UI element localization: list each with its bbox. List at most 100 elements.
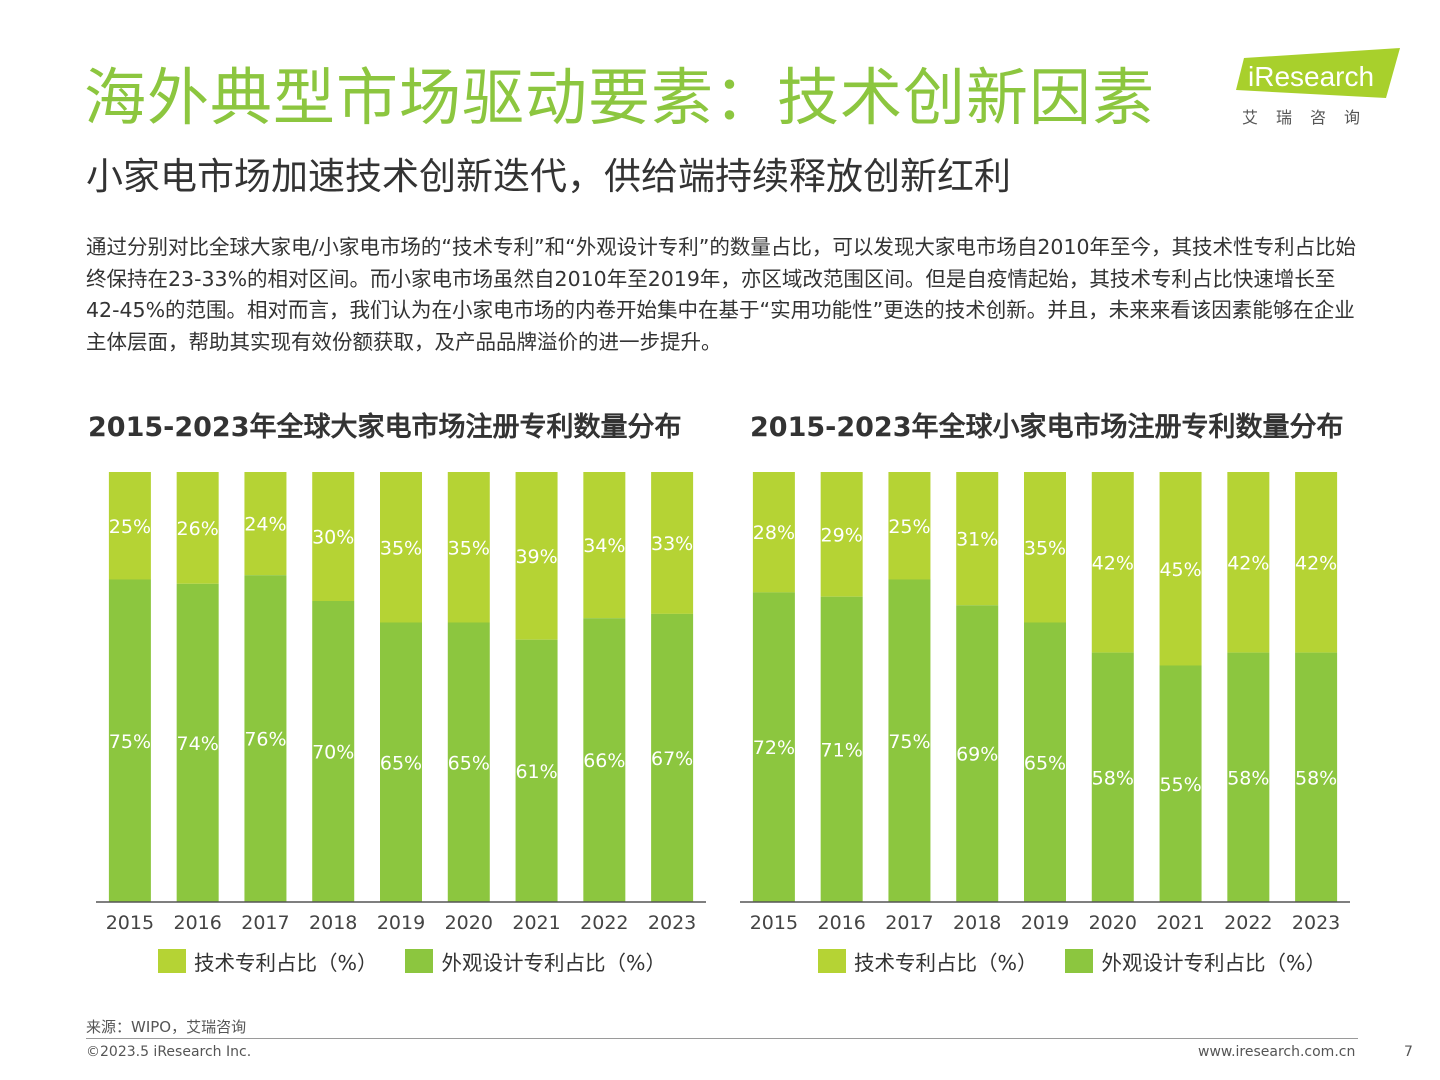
x-tick-label-2015: 2015 — [750, 912, 798, 934]
data-label-design-2023: 67% — [651, 748, 693, 770]
intro-paragraph: 通过分别对比全球大家电/小家电市场的“技术专利”和“外观设计专利”的数量占比，可… — [86, 235, 1357, 354]
chart-title-small-appliance: 2015-2023年全球小家电市场注册专利数量分布 — [750, 412, 1344, 443]
data-label-tech-2020: 35% — [448, 537, 490, 559]
data-label-tech-2017: 25% — [888, 516, 930, 538]
data-label-design-2018: 69% — [956, 744, 998, 766]
bar-tech-2023 — [651, 472, 694, 614]
x-tick-label-2018: 2018 — [309, 912, 357, 934]
footer-divider — [86, 1038, 1358, 1039]
bar-tech-2017 — [244, 472, 287, 576]
data-label-tech-2018: 31% — [956, 529, 998, 551]
bar-tech-2016 — [176, 472, 219, 584]
data-label-tech-2016: 26% — [177, 518, 219, 540]
data-label-design-2020: 58% — [1092, 767, 1134, 789]
bar-design-2020 — [1091, 652, 1134, 902]
bar-design-2019 — [1024, 622, 1066, 902]
data-label-tech-2021: 45% — [1159, 559, 1201, 581]
x-tick-label-2020: 2020 — [1089, 912, 1137, 934]
logo-subtitle: 艾瑞咨询 — [1242, 108, 1379, 127]
bar-tech-2020 — [447, 472, 490, 623]
bar-design-2021 — [515, 639, 558, 902]
data-label-tech-2019: 35% — [380, 537, 422, 559]
legend-label-design: 外观设计专利占比（%） — [441, 951, 666, 975]
x-tick-label-2021: 2021 — [512, 912, 560, 934]
legend-item-tech: 技术专利占比（%） — [818, 946, 1037, 976]
legend-small-appliance: 技术专利占比（%） 外观设计专利占比（%） — [818, 946, 1354, 976]
chart-large-appliance: 25% 75% 2015 26% 74% 2016 24% 76% 2017 30% 70% 2018… — [96, 460, 706, 944]
data-label-design-2019: 65% — [380, 752, 422, 774]
legend-label-tech: 技术专利占比（%） — [194, 951, 378, 975]
data-label-tech-2018: 30% — [312, 527, 354, 549]
x-tick-label-2022: 2022 — [1224, 912, 1272, 934]
x-tick-label-2018: 2018 — [953, 912, 1001, 934]
bar-tech-2021 — [1159, 472, 1202, 666]
data-label-design-2015: 72% — [753, 737, 795, 759]
bar-tech-2019 — [1024, 472, 1066, 623]
data-label-design-2021: 61% — [515, 761, 557, 783]
x-tick-label-2020: 2020 — [445, 912, 493, 934]
page-subtitle: 小家电市场加速技术创新迭代，供给端持续释放创新红利 — [86, 155, 1011, 198]
iresearch-logo: iResearch 艾瑞咨询 — [1236, 46, 1406, 128]
legend-item-tech: 技术专利占比（%） — [158, 946, 377, 976]
copyright: ©2023.5 iResearch Inc. — [86, 1044, 252, 1060]
bar-design-2016 — [820, 596, 863, 902]
bar-design-2019 — [380, 622, 422, 902]
bar-tech-2020 — [1091, 472, 1134, 653]
data-label-tech-2020: 42% — [1092, 552, 1134, 574]
bar-tech-2023 — [1295, 472, 1338, 653]
bar-design-2016 — [176, 583, 219, 902]
x-tick-label-2017: 2017 — [885, 912, 933, 934]
legend-label-tech: 技术专利占比（%） — [854, 951, 1038, 975]
data-label-design-2022: 58% — [1227, 767, 1269, 789]
x-tick-label-2023: 2023 — [648, 912, 696, 934]
data-label-tech-2022: 34% — [583, 535, 625, 557]
chart-title-large-appliance: 2015-2023年全球大家电市场注册专利数量分布 — [88, 412, 682, 443]
bar-tech-2016 — [820, 472, 863, 597]
x-tick-label-2023: 2023 — [1292, 912, 1340, 934]
bar-design-2015 — [752, 592, 795, 902]
legend-swatch-design — [1065, 949, 1094, 973]
data-label-design-2017: 75% — [888, 731, 930, 753]
x-tick-label-2019: 2019 — [377, 912, 425, 934]
page-title: 海外典型市场驱动要素：技术创新因素 — [84, 61, 1156, 134]
data-label-design-2015: 75% — [109, 731, 151, 753]
logo-text: iResearch — [1248, 61, 1374, 92]
data-label-tech-2015: 25% — [109, 516, 151, 538]
bar-design-2021 — [1159, 665, 1202, 902]
bar-design-2023 — [651, 613, 694, 902]
bar-tech-2021 — [515, 472, 558, 640]
bar-tech-2022 — [1227, 472, 1270, 653]
website-link[interactable]: www.iresearch.com.cn — [1198, 1044, 1356, 1060]
x-tick-label-2022: 2022 — [580, 912, 628, 934]
data-label-design-2023: 58% — [1295, 767, 1337, 789]
data-label-design-2022: 66% — [583, 750, 625, 772]
x-tick-label-2017: 2017 — [241, 912, 289, 934]
bar-design-2018 — [956, 605, 999, 902]
bar-design-2023 — [1295, 652, 1338, 902]
legend-large-appliance: 技术专利占比（%） 外观设计专利占比（%） — [158, 946, 694, 976]
x-tick-label-2015: 2015 — [106, 912, 154, 934]
data-label-design-2019: 65% — [1024, 752, 1066, 774]
data-label-tech-2022: 42% — [1227, 552, 1269, 574]
legend-swatch-tech — [818, 949, 846, 973]
data-label-tech-2021: 39% — [515, 546, 557, 568]
legend-label-design: 外观设计专利占比（%） — [1101, 951, 1326, 975]
x-tick-label-2016: 2016 — [817, 912, 865, 934]
x-tick-label-2016: 2016 — [173, 912, 221, 934]
bar-design-2022 — [583, 618, 626, 902]
bar-design-2017 — [244, 575, 287, 902]
data-label-tech-2015: 28% — [753, 522, 795, 544]
source-note: 来源：WIPO，艾瑞咨询 — [86, 1018, 247, 1036]
legend-swatch-design — [405, 949, 434, 973]
legend-swatch-tech — [158, 949, 186, 973]
data-label-design-2020: 65% — [448, 752, 490, 774]
bar-tech-2015 — [108, 472, 151, 580]
data-label-design-2016: 74% — [177, 733, 219, 755]
bar-design-2015 — [108, 579, 151, 902]
legend-item-design: 外观设计专利占比（%） — [1065, 946, 1326, 976]
data-label-tech-2023: 42% — [1295, 552, 1337, 574]
bar-design-2017 — [888, 579, 931, 902]
bar-design-2020 — [447, 622, 490, 902]
legend-item-design: 外观设计专利占比（%） — [405, 946, 666, 976]
data-label-tech-2019: 35% — [1024, 537, 1066, 559]
